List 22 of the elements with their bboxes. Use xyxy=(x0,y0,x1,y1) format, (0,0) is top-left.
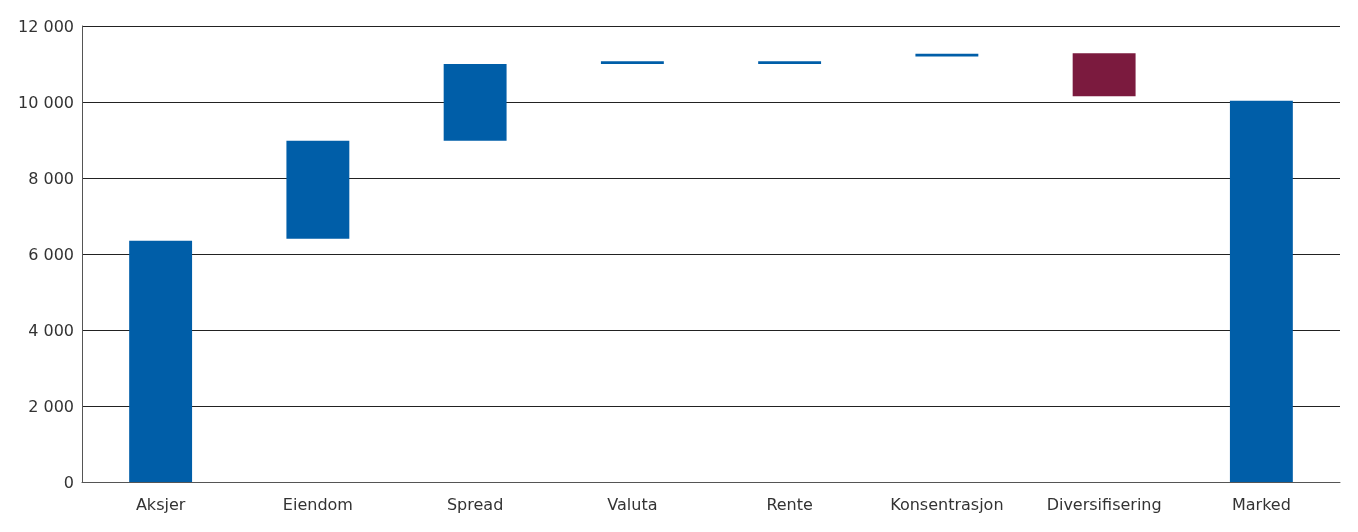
bar xyxy=(1072,53,1136,97)
bar xyxy=(1229,100,1293,482)
x-tick-label: Spread xyxy=(446,494,504,514)
y-tick-label: 6 000 xyxy=(28,244,74,264)
y-tick-label: 2 000 xyxy=(28,396,74,416)
x-tick-label: Aksjer xyxy=(135,494,186,514)
bar xyxy=(758,61,822,64)
bar xyxy=(443,64,507,141)
y-tick-label: 10 000 xyxy=(18,92,74,112)
x-tick-label: Konsentrasjon xyxy=(890,494,1004,514)
y-tick-label: 0 xyxy=(63,472,74,492)
bar xyxy=(129,240,193,482)
y-tick-label: 8 000 xyxy=(28,168,74,188)
bar xyxy=(600,61,664,64)
x-tick-label: Diversifisering xyxy=(1046,494,1162,514)
y-tick-label: 4 000 xyxy=(28,320,74,340)
x-tick-label: Rente xyxy=(766,494,813,514)
x-tick-label: Marked xyxy=(1231,494,1291,514)
bar xyxy=(286,140,350,239)
x-tick-label: Valuta xyxy=(607,494,658,514)
y-tick-label: 12 000 xyxy=(18,16,74,36)
x-tick-label: Eiendom xyxy=(282,494,353,514)
